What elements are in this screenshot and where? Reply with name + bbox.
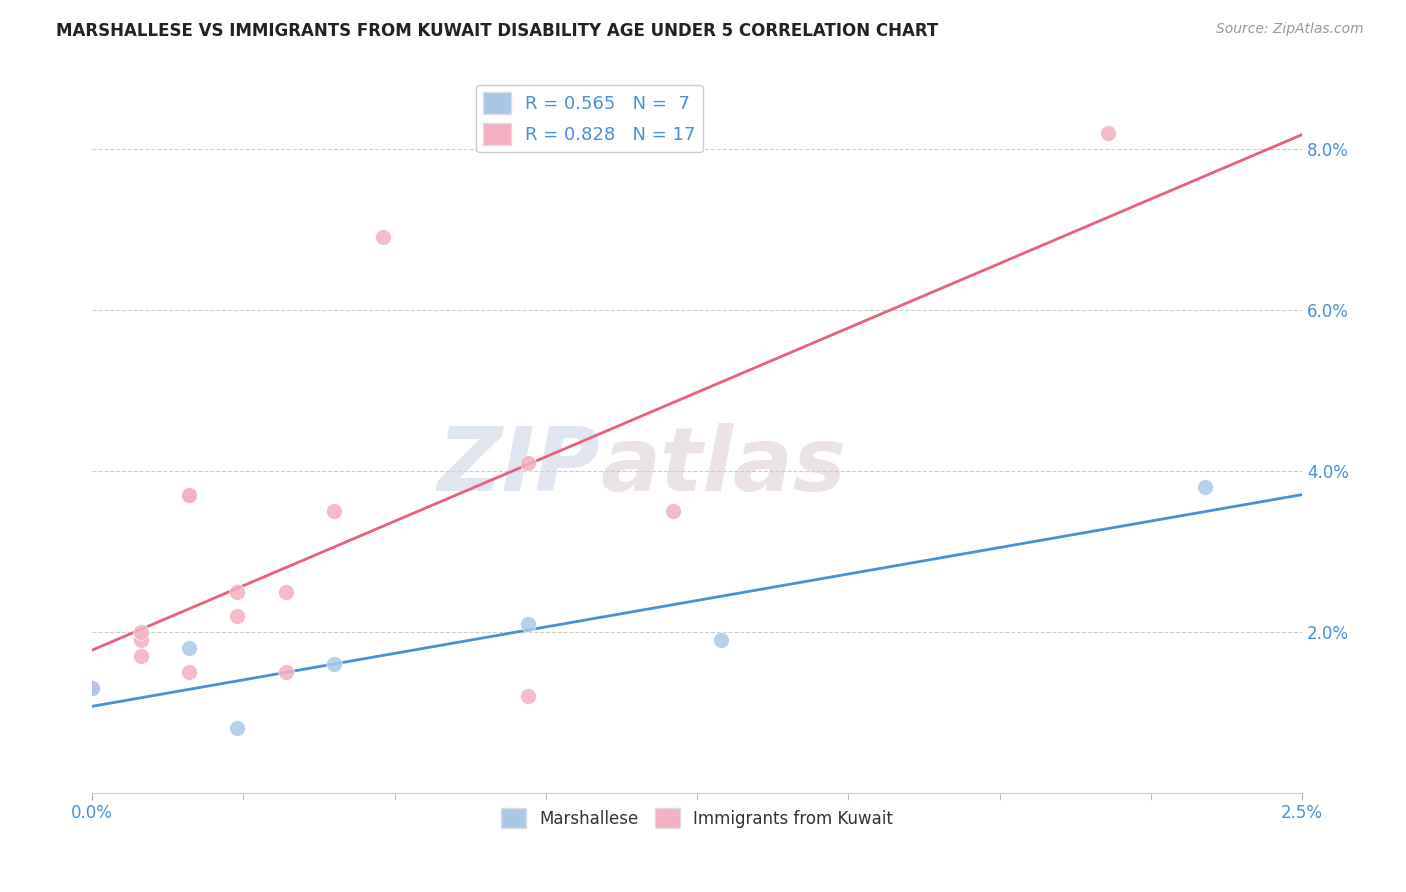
Text: MARSHALLESE VS IMMIGRANTS FROM KUWAIT DISABILITY AGE UNDER 5 CORRELATION CHART: MARSHALLESE VS IMMIGRANTS FROM KUWAIT DI… [56, 22, 938, 40]
Point [226, 584, 249, 599]
Point [710, 632, 733, 647]
Point [82, 681, 104, 695]
Point [177, 488, 200, 502]
Point [177, 665, 200, 679]
Point [129, 624, 152, 639]
Point [274, 584, 297, 599]
Point [82, 681, 104, 695]
Point [226, 721, 249, 735]
Point [323, 657, 346, 671]
Point [516, 689, 538, 703]
Text: Source: ZipAtlas.com: Source: ZipAtlas.com [1216, 22, 1364, 37]
Point [129, 648, 152, 663]
Point [516, 616, 538, 631]
Text: atlas: atlas [600, 424, 846, 510]
Point [226, 608, 249, 623]
Point [323, 504, 346, 518]
Point [1097, 126, 1119, 140]
Point [371, 230, 394, 244]
Point [516, 456, 538, 470]
Legend: Marshallese, Immigrants from Kuwait: Marshallese, Immigrants from Kuwait [494, 801, 900, 835]
Point [129, 632, 152, 647]
Point [177, 640, 200, 655]
Point [177, 488, 200, 502]
Point [1194, 480, 1216, 494]
Text: ZIP: ZIP [437, 424, 600, 510]
Point [662, 504, 685, 518]
Point [274, 665, 297, 679]
